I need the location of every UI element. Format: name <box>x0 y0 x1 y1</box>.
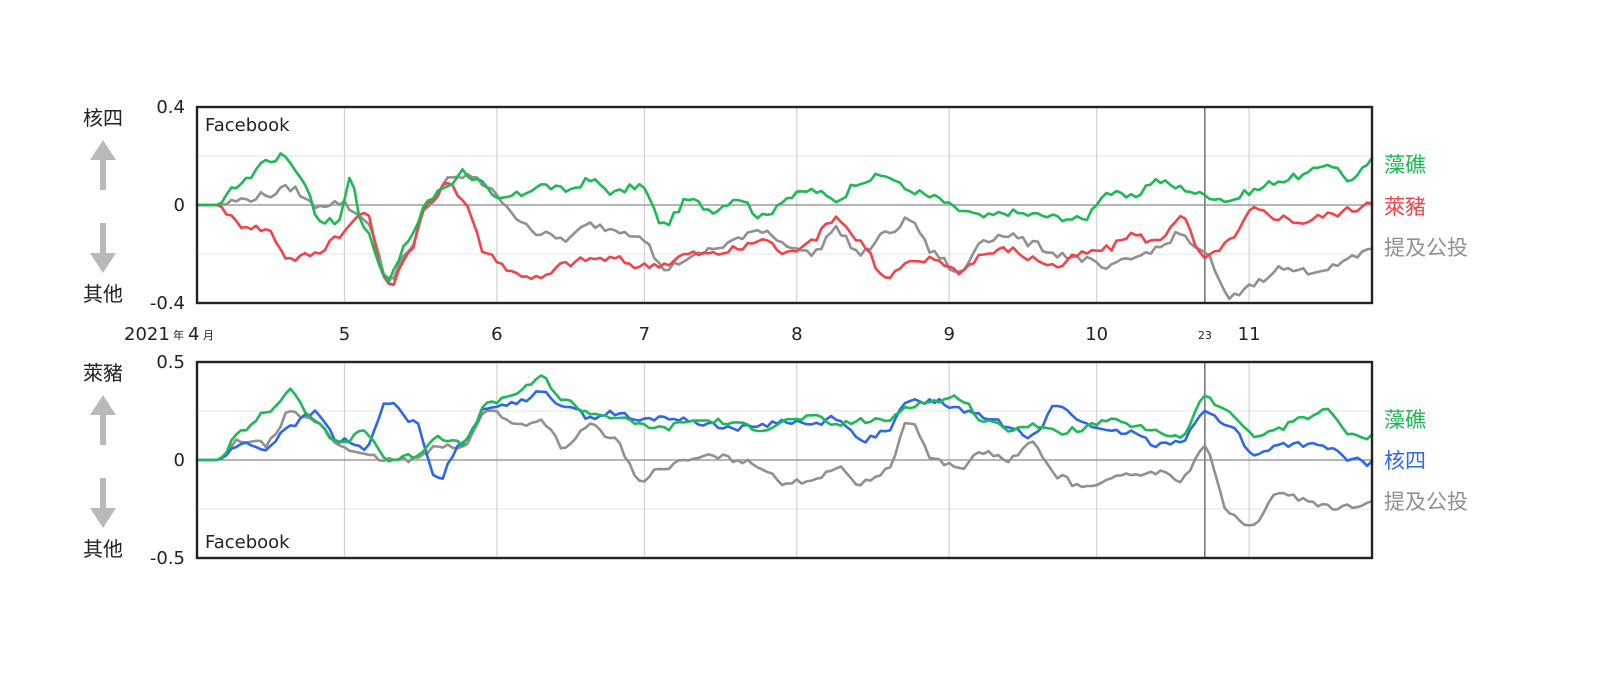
series-line-1 <box>195 374 1374 463</box>
reference-date-label: 23 <box>1198 329 1212 342</box>
month-axis: 2021 年 4 月 5 6 7 8 9 10 11 23 <box>124 324 1261 345</box>
y-tick-label: 0.4 <box>156 97 185 118</box>
month-tick-label: 9 <box>943 324 954 345</box>
plot-frame <box>195 360 1374 560</box>
y-tick-label: -0.5 <box>150 548 185 569</box>
series-line-3 <box>195 172 1374 301</box>
month-tick-label: 5 <box>339 324 350 345</box>
legend-label: 提及公投 <box>1384 236 1468 260</box>
y-tick-label: 0.5 <box>156 352 185 373</box>
y-tick-label: 0 <box>174 450 185 471</box>
legend-label: 藻礁 <box>1384 153 1426 177</box>
series-line-3 <box>195 409 1374 527</box>
y-bottom-label: 其他 <box>83 537 123 561</box>
legend-label: 核四 <box>1384 449 1426 473</box>
legend-label: 藻礁 <box>1384 408 1426 432</box>
arrow-down-shaft <box>100 223 106 255</box>
plot-frame <box>195 105 1374 305</box>
series-line-1 <box>195 152 1374 284</box>
arrow-up-icon <box>90 395 116 415</box>
month-tick-label: 7 <box>639 324 650 345</box>
y-tick-label: -0.4 <box>150 293 185 314</box>
series-line-2 <box>195 390 1374 480</box>
series-line-2 <box>195 181 1374 287</box>
arrow-up-icon <box>90 140 116 160</box>
source-label: Facebook <box>205 115 290 136</box>
first-month-label: 4 <box>188 324 199 345</box>
y-top-label: 萊豬 <box>83 361 123 385</box>
arrow-down-icon <box>90 508 116 528</box>
y-tick-label: 0 <box>174 195 185 216</box>
arrow-up-shaft <box>100 413 106 445</box>
month-tick-label: 8 <box>791 324 802 345</box>
month-tick-label: 6 <box>491 324 502 345</box>
y-top-label: 核四 <box>83 106 123 130</box>
arrow-down-icon <box>90 253 116 273</box>
month-unit-label: 月 <box>203 329 214 342</box>
arrow-down-shaft <box>100 478 106 510</box>
year-label: 2021 <box>124 324 170 345</box>
legend-label: 提及公投 <box>1384 490 1468 514</box>
legend-label: 萊豬 <box>1384 195 1426 219</box>
arrow-up-shaft <box>100 158 106 190</box>
month-tick-label: 10 <box>1085 324 1108 345</box>
month-tick-label: 11 <box>1238 324 1261 345</box>
y-bottom-label: 其他 <box>83 282 123 306</box>
year-unit-label: 年 <box>173 328 184 342</box>
source-label: Facebook <box>205 532 290 553</box>
